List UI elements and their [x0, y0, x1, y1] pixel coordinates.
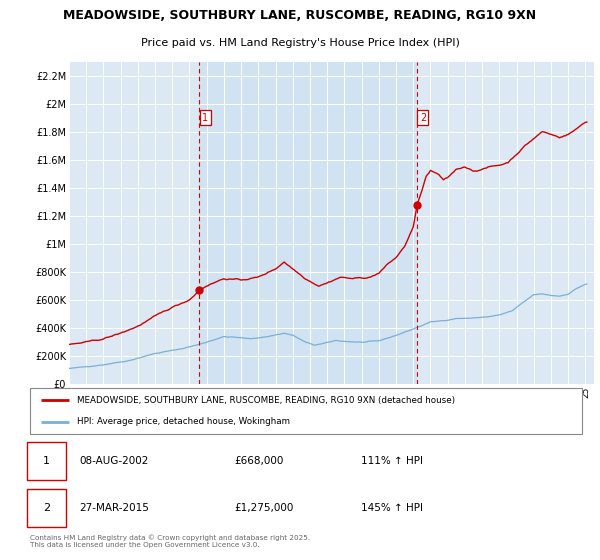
Text: 27-MAR-2015: 27-MAR-2015 — [80, 503, 149, 513]
Text: Contains HM Land Registry data © Crown copyright and database right 2025.
This d: Contains HM Land Registry data © Crown c… — [30, 535, 310, 548]
Text: 1: 1 — [202, 113, 208, 123]
Text: £1,275,000: £1,275,000 — [234, 503, 293, 513]
Text: Price paid vs. HM Land Registry's House Price Index (HPI): Price paid vs. HM Land Registry's House … — [140, 38, 460, 48]
Text: £668,000: £668,000 — [234, 455, 284, 465]
Text: 2: 2 — [420, 113, 426, 123]
Text: HPI: Average price, detached house, Wokingham: HPI: Average price, detached house, Woki… — [77, 417, 290, 426]
FancyBboxPatch shape — [30, 388, 582, 434]
Text: 145% ↑ HPI: 145% ↑ HPI — [361, 503, 423, 513]
Text: MEADOWSIDE, SOUTHBURY LANE, RUSCOMBE, READING, RG10 9XN (detached house): MEADOWSIDE, SOUTHBURY LANE, RUSCOMBE, RE… — [77, 396, 455, 405]
FancyBboxPatch shape — [27, 489, 66, 527]
Text: 2: 2 — [43, 503, 50, 513]
FancyBboxPatch shape — [27, 441, 66, 479]
Text: 1: 1 — [43, 455, 50, 465]
Text: MEADOWSIDE, SOUTHBURY LANE, RUSCOMBE, READING, RG10 9XN: MEADOWSIDE, SOUTHBURY LANE, RUSCOMBE, RE… — [64, 9, 536, 22]
Bar — [199, 62, 417, 384]
Text: 08-AUG-2002: 08-AUG-2002 — [80, 455, 149, 465]
Text: 111% ↑ HPI: 111% ↑ HPI — [361, 455, 423, 465]
